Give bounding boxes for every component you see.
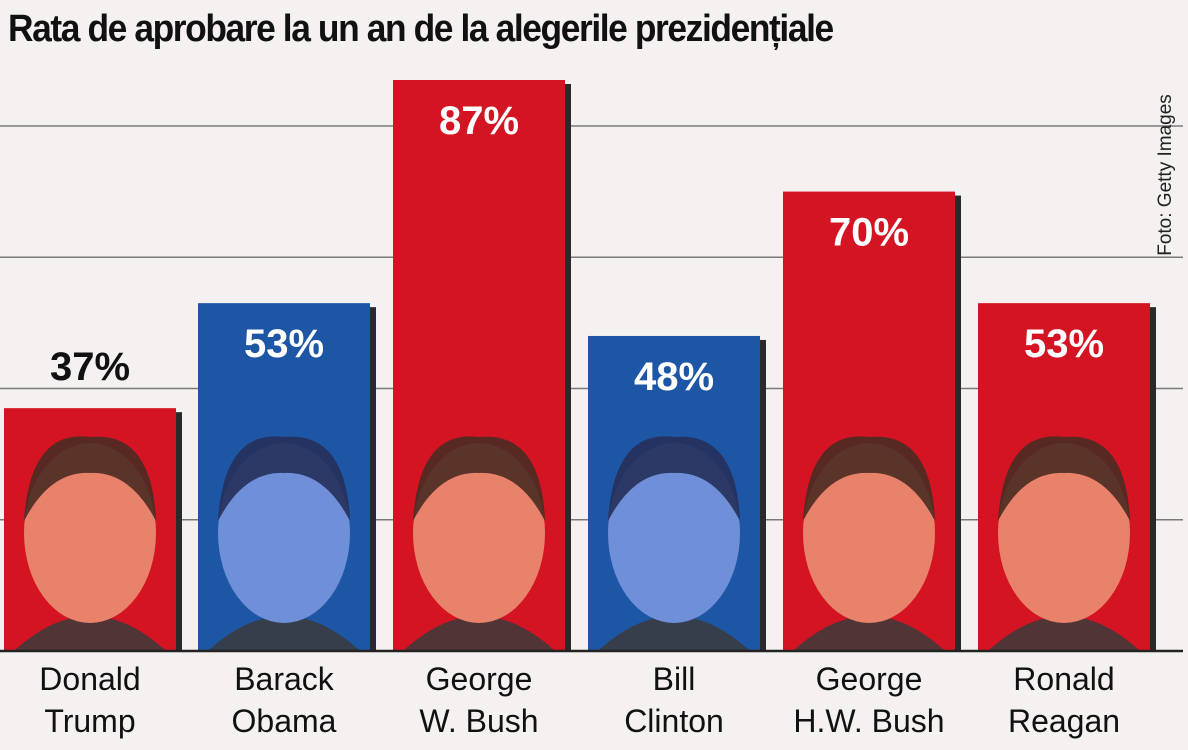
bar-group: 53% Ronald Reagan xyxy=(978,303,1156,739)
category-label: Barack xyxy=(234,661,335,697)
portrait-face xyxy=(218,443,350,623)
category-label: Donald xyxy=(39,661,140,697)
bar-group: 37% Donald Trump xyxy=(4,345,182,739)
portrait-shoulders xyxy=(793,616,945,651)
chart-title: Rata de aprobare la un an de la alegeril… xyxy=(8,8,834,50)
portrait-shoulders xyxy=(403,616,555,651)
category-label: Reagan xyxy=(1008,703,1120,739)
portrait-shoulders xyxy=(14,616,166,651)
value-label: 70% xyxy=(829,211,909,255)
portrait-hair xyxy=(608,436,740,521)
category-label: George xyxy=(426,661,533,697)
portrait-shoulders xyxy=(208,616,360,651)
portrait-face xyxy=(24,443,156,623)
portrait-hair xyxy=(24,436,156,521)
bar-group: 70% George H.W. Bush xyxy=(783,191,961,739)
category-label: Bill xyxy=(653,661,696,697)
portrait xyxy=(208,436,360,651)
category-label: George xyxy=(816,661,923,697)
photo-credit: Foto: Getty Images xyxy=(1155,94,1176,256)
bar-group: 53% Barack Obama xyxy=(198,303,376,739)
portrait-face xyxy=(608,443,740,623)
portrait-hair xyxy=(803,436,935,521)
portrait-hair xyxy=(998,436,1130,521)
value-label: 48% xyxy=(634,355,714,399)
portrait-face xyxy=(803,443,935,623)
value-label: 53% xyxy=(244,322,324,366)
portrait-face xyxy=(413,443,545,623)
portrait-shoulders xyxy=(988,616,1140,651)
portrait-hair xyxy=(218,436,350,521)
category-label: W. Bush xyxy=(419,703,538,739)
bar-shadow xyxy=(955,195,961,651)
portrait xyxy=(403,436,555,651)
category-label: Clinton xyxy=(624,703,724,739)
category-label: Ronald xyxy=(1013,661,1114,697)
bar-shadow xyxy=(760,339,766,651)
category-label: Obama xyxy=(232,703,337,739)
bar-shadow xyxy=(370,307,376,651)
bar-shadow xyxy=(1150,307,1156,651)
portrait xyxy=(988,436,1140,651)
portrait-face xyxy=(998,443,1130,623)
category-label: Trump xyxy=(44,703,135,739)
bar-group: 87% George W. Bush xyxy=(393,80,571,739)
bar-group: 48% Bill Clinton xyxy=(588,335,766,739)
portrait-shoulders xyxy=(598,616,750,651)
portrait xyxy=(598,436,750,651)
category-label: H.W. Bush xyxy=(793,703,944,739)
portrait xyxy=(14,436,166,651)
portrait xyxy=(793,436,945,651)
value-label: 87% xyxy=(439,99,519,143)
bar-shadow xyxy=(176,412,182,651)
value-label: 37% xyxy=(50,345,130,389)
portrait-hair xyxy=(413,436,545,521)
value-label: 53% xyxy=(1024,322,1104,366)
bar-shadow xyxy=(565,84,571,651)
